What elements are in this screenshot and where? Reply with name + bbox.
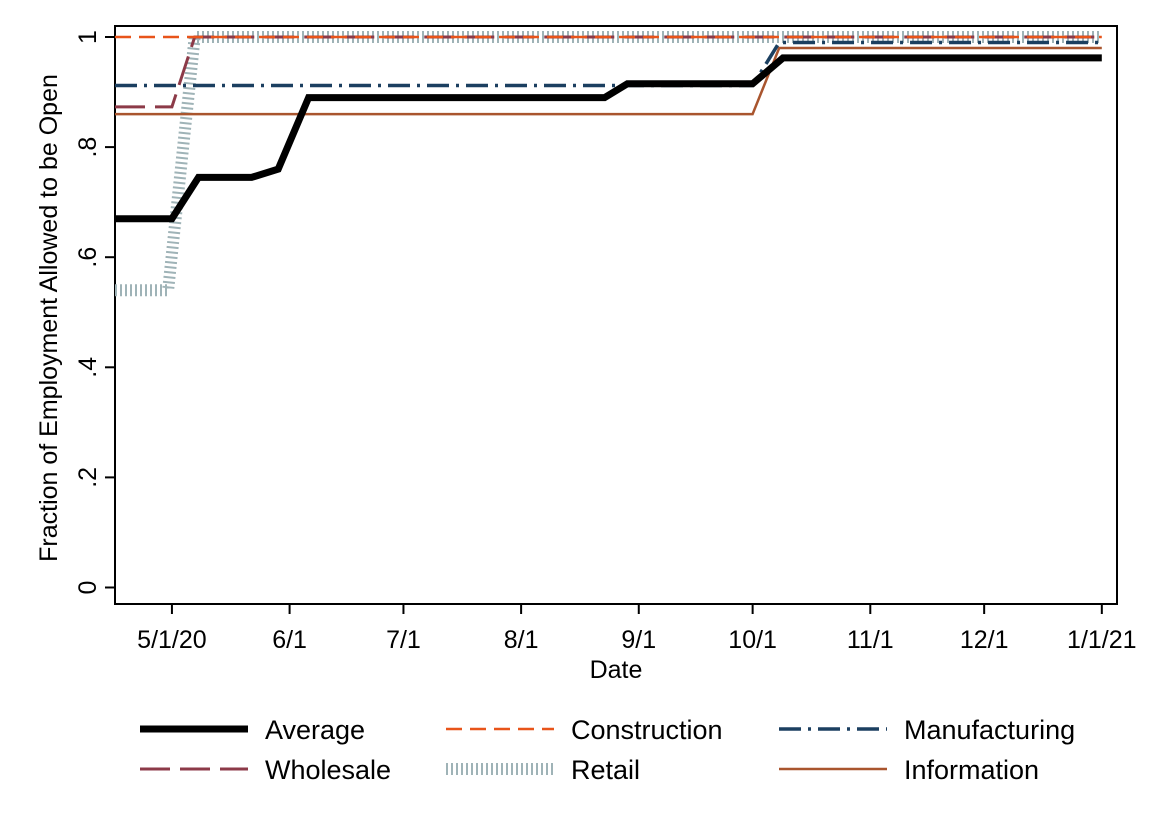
series-line-retail — [115, 31, 1102, 297]
y-tick-label: .8 — [74, 137, 102, 158]
y-axis-label: Fraction of Employment Allowed to be Ope… — [35, 74, 63, 562]
x-axis-label: Date — [590, 656, 643, 684]
y-tick-label: .4 — [74, 357, 102, 378]
x-tick-label: 10/1 — [728, 626, 777, 654]
x-tick-label: 8/1 — [504, 626, 539, 654]
x-tick-label: 11/1 — [847, 626, 894, 654]
x-axis: 5/1/20 6/1 7/1 8/1 9/1 10/1 11/1 12/1 1/1/21 — [137, 604, 1137, 654]
x-tick-label: 5/1/20 — [137, 626, 207, 654]
series-layer — [115, 31, 1102, 297]
legend-label-retail: Retail — [571, 755, 640, 785]
series-line-information — [115, 46, 1102, 116]
legend-label-information: Information — [904, 755, 1039, 785]
x-tick-label: 1/1/21 — [1067, 626, 1137, 654]
y-tick-label: .6 — [74, 247, 102, 268]
x-tick-label: 12/1 — [960, 626, 1009, 654]
y-tick-label: 1 — [74, 30, 102, 44]
series-line-manufacturing — [115, 40, 1102, 88]
y-axis: 0 .2 .4 .6 .8 1 — [74, 30, 115, 594]
legend-label-average: Average — [265, 715, 365, 745]
x-tick-label: 6/1 — [272, 626, 307, 654]
y-tick-label: 0 — [74, 581, 102, 595]
legend-label-manufacturing: Manufacturing — [904, 715, 1075, 745]
legend-label-wholesale: Wholesale — [265, 755, 391, 785]
legend: Average Construction Manufacturing Wholesal… — [140, 715, 1075, 785]
plot-frame — [114, 25, 1118, 605]
x-tick-label: 7/1 — [386, 626, 421, 654]
legend-label-construction: Construction — [571, 715, 723, 745]
y-tick-label: .2 — [74, 467, 102, 488]
x-tick-label: 9/1 — [621, 626, 656, 654]
series-line-average — [115, 54, 1102, 223]
